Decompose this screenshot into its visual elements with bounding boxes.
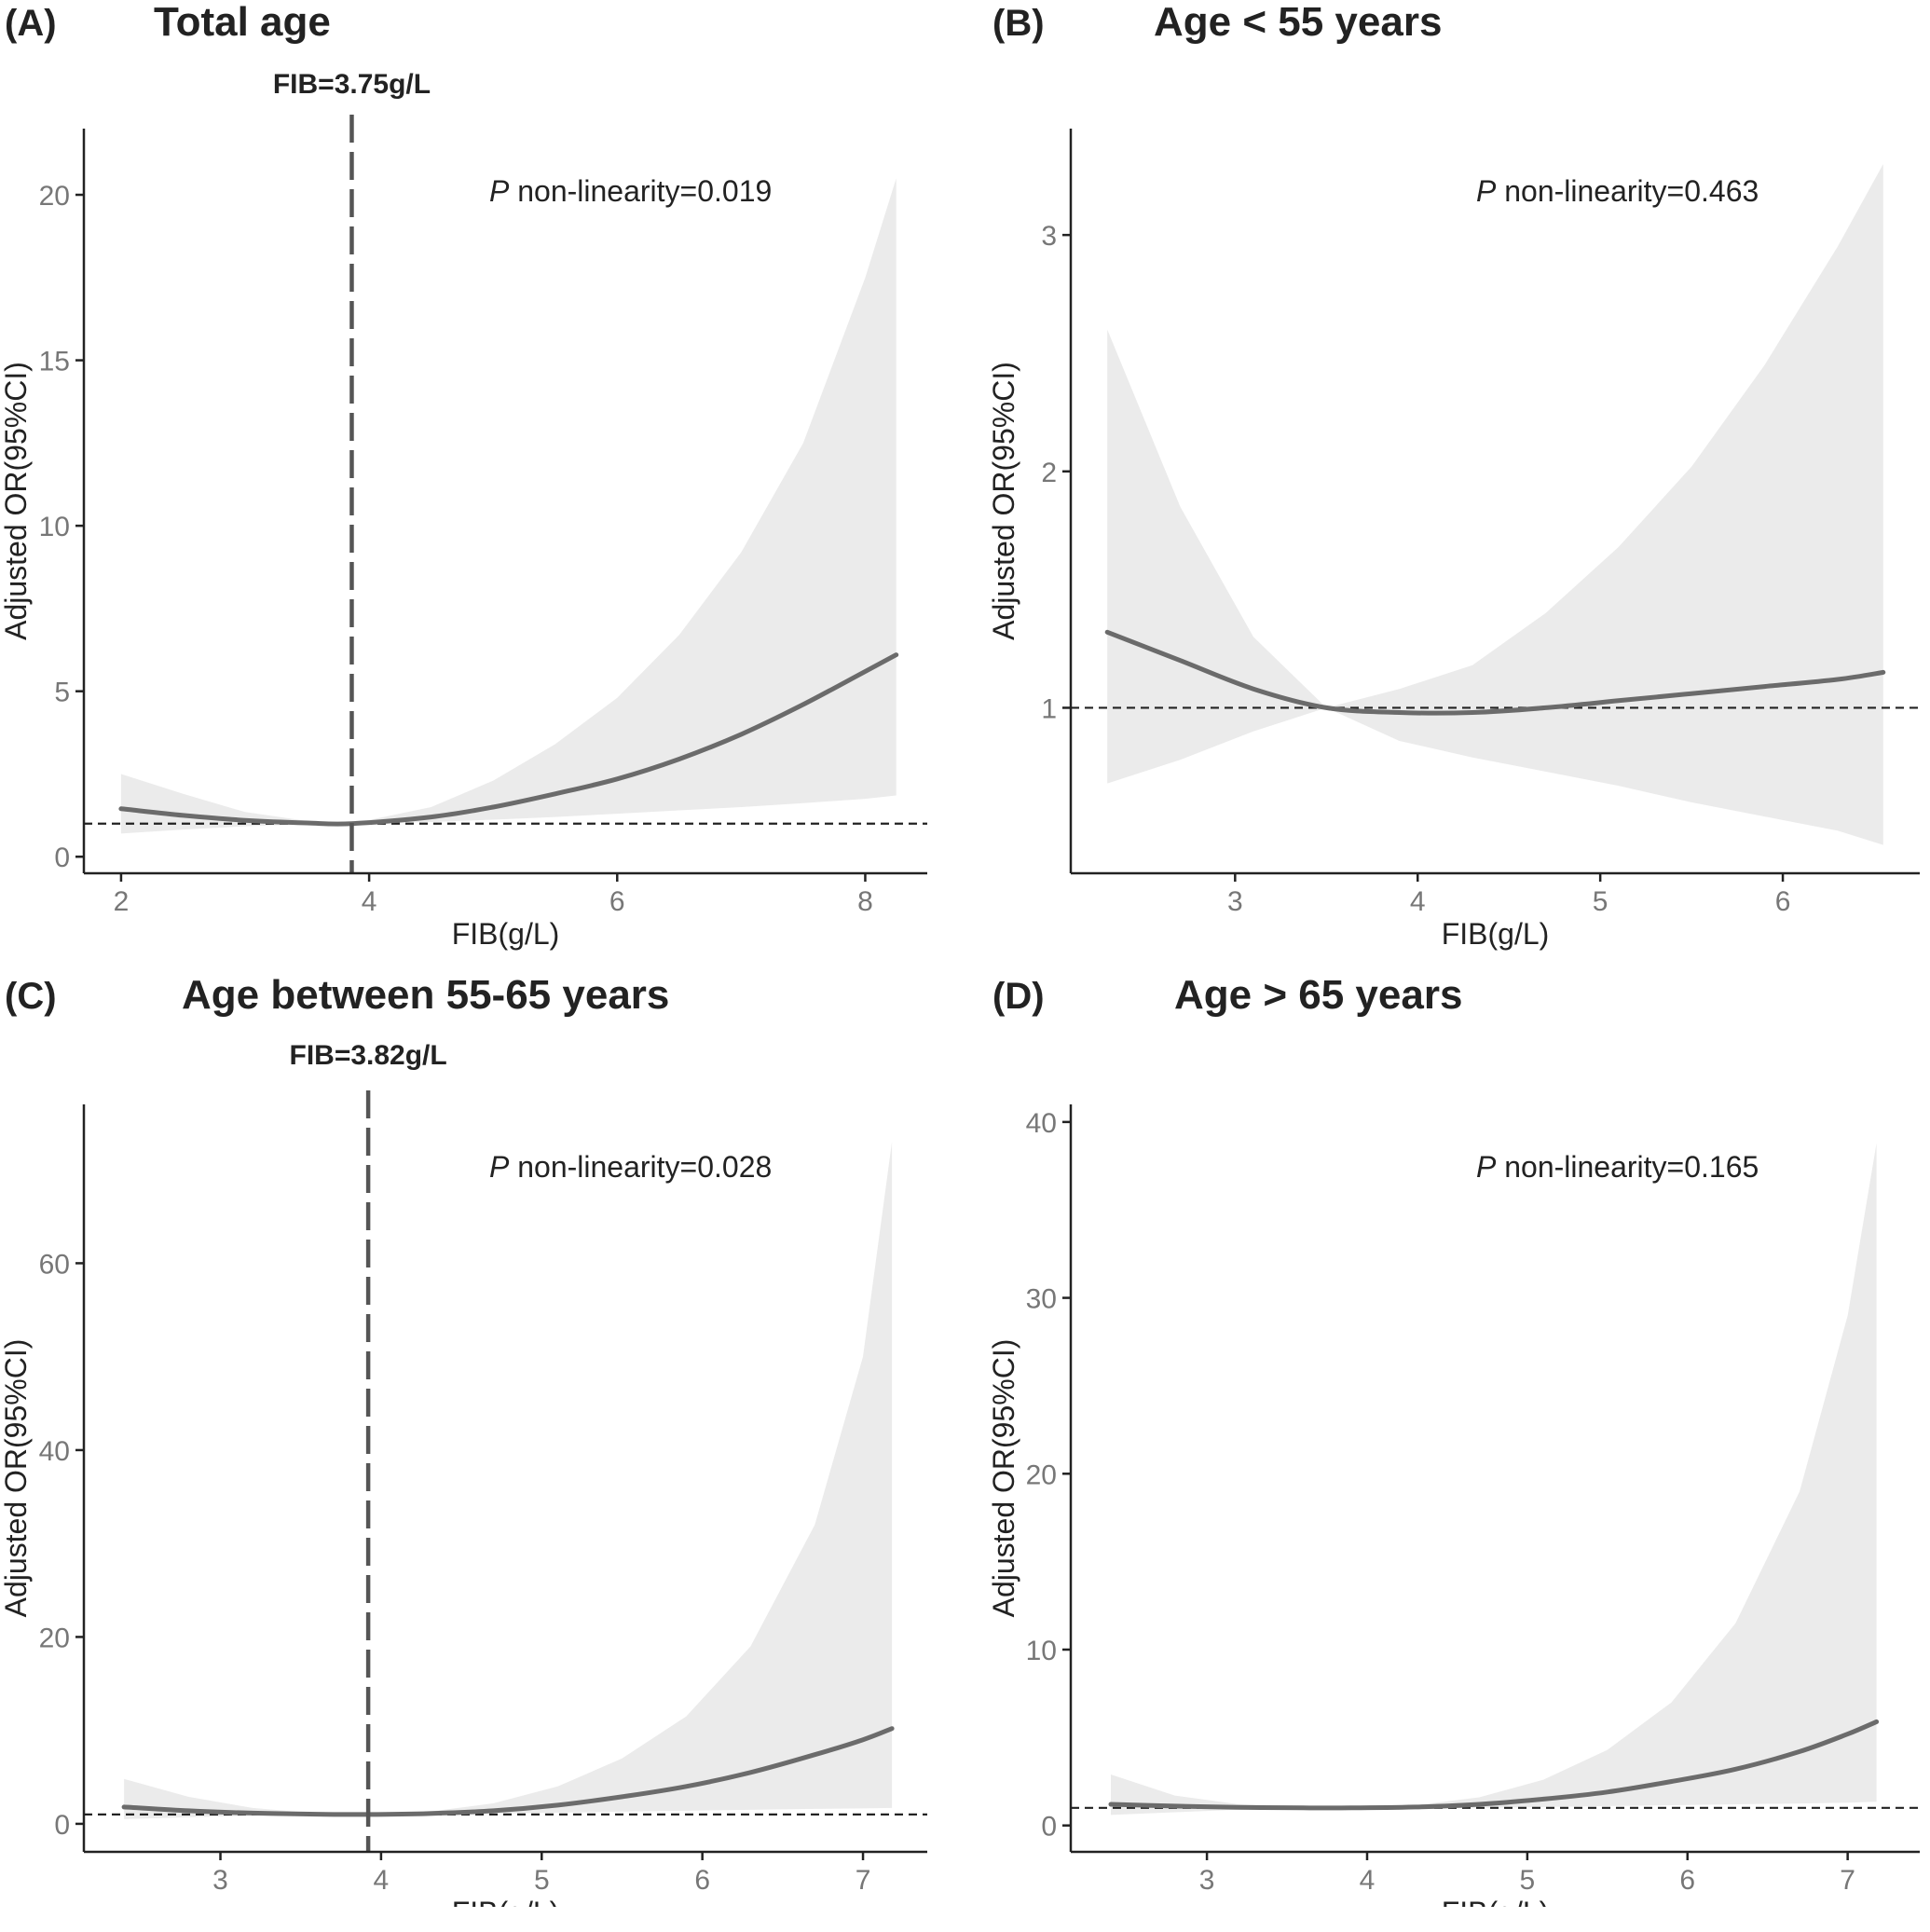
x-tick-label-b: 4 bbox=[1410, 886, 1426, 917]
p-value-text-c: non-linearity=0.028 bbox=[509, 1150, 772, 1184]
y-tick-label-d: 20 bbox=[1026, 1459, 1057, 1490]
chart-b-svg: (B) Age < 55 years 3 4 5 6 1 2 3 FIB(g/L) Adjusted… bbox=[988, 0, 1920, 951]
x-tick-label-a: 2 bbox=[114, 886, 130, 917]
y-axis-title-a: Adjusted OR(95%CI) bbox=[0, 362, 33, 640]
panel-tag-a: (A) bbox=[5, 3, 57, 44]
p-value-text-b: non-linearity=0.463 bbox=[1496, 174, 1759, 208]
x-tick-label-b: 6 bbox=[1775, 886, 1791, 917]
y-tick-label-d: 10 bbox=[1026, 1636, 1057, 1666]
chart-d-svg: (D) Age > 65 years 3 4 5 6 7 0 10 20 30 40 FIB(g/L) A… bbox=[988, 979, 1920, 1907]
x-tick-label-b: 5 bbox=[1593, 886, 1608, 917]
x-tick-label-d: 6 bbox=[1679, 1865, 1695, 1896]
y-tick-label-b: 2 bbox=[1041, 458, 1057, 488]
x-tick-label-c: 3 bbox=[212, 1865, 228, 1896]
panel-tag-b: (B) bbox=[992, 3, 1045, 44]
p-value-text-d: non-linearity=0.165 bbox=[1496, 1150, 1759, 1184]
or-curve-a bbox=[118, 652, 899, 827]
y-axis-title-d: Adjusted OR(95%CI) bbox=[988, 1339, 1020, 1618]
x-tick-label-d: 5 bbox=[1520, 1865, 1536, 1896]
y-tick-label-a: 5 bbox=[54, 678, 70, 708]
x-axis-title-d: FIB(g/L) bbox=[1442, 1896, 1550, 1907]
cutoff-label-c: FIB=3.82g/L bbox=[290, 1040, 447, 1071]
x-tick-label-c: 5 bbox=[534, 1865, 550, 1896]
y-tick-label-b: 3 bbox=[1041, 221, 1057, 252]
x-axis-title-b: FIB(g/L) bbox=[1442, 917, 1550, 951]
p-value-annotation-d: P non-linearity=0.165 bbox=[1476, 1150, 1759, 1184]
y-tick-label-a: 10 bbox=[39, 512, 70, 542]
panel-tag-c: (C) bbox=[5, 979, 57, 1017]
y-axis-title-b: Adjusted OR(95%CI) bbox=[988, 362, 1020, 640]
ci-band-b bbox=[1107, 164, 1883, 845]
p-symbol-a: P bbox=[489, 174, 510, 208]
p-value-annotation-c: P non-linearity=0.028 bbox=[489, 1150, 772, 1184]
y-tick-label-a: 0 bbox=[54, 843, 70, 873]
or-curve-b bbox=[1104, 629, 1886, 716]
x-tick-label-d: 7 bbox=[1840, 1865, 1855, 1896]
panel-d: (D) Age > 65 years 3 4 5 6 7 0 10 20 30 40 FIB(g/L) A… bbox=[988, 979, 1930, 1932]
p-value-annotation-b: P non-linearity=0.463 bbox=[1476, 174, 1759, 208]
chart-title-c: Age between 55-65 years bbox=[182, 979, 669, 1018]
x-tick-label-d: 3 bbox=[1199, 1865, 1215, 1896]
ci-band-a bbox=[120, 178, 897, 834]
x-tick-label-d: 4 bbox=[1360, 1865, 1376, 1896]
chart-title-a: Total age bbox=[154, 0, 331, 45]
or-curve-c bbox=[121, 1726, 895, 1817]
x-tick-label-a: 6 bbox=[609, 886, 625, 917]
y-tick-label-c: 20 bbox=[39, 1623, 70, 1653]
ci-band-c bbox=[124, 1142, 893, 1819]
x-tick-label-a: 8 bbox=[857, 886, 873, 917]
panel-a: (A) Total age FIB=3.75g/L 2 4 6 8 0 5 10 15 20 FIB(g… bbox=[0, 0, 965, 953]
y-tick-label-c: 60 bbox=[39, 1249, 70, 1280]
p-symbol-b: P bbox=[1476, 174, 1497, 208]
x-tick-label-a: 4 bbox=[362, 886, 377, 917]
x-tick-label-b: 3 bbox=[1227, 886, 1243, 917]
p-value-text-a: non-linearity=0.019 bbox=[509, 174, 772, 208]
chart-title-d: Age > 65 years bbox=[1174, 979, 1462, 1018]
cutoff-label-a: FIB=3.75g/L bbox=[273, 69, 431, 100]
p-value-annotation-a: P non-linearity=0.019 bbox=[489, 174, 772, 208]
or-curve-d bbox=[1108, 1719, 1880, 1811]
y-tick-label-c: 0 bbox=[54, 1810, 70, 1841]
y-tick-label-a: 15 bbox=[39, 347, 70, 377]
x-axis-title-c: FIB(g/L) bbox=[452, 1896, 560, 1907]
y-tick-label-a: 20 bbox=[39, 181, 70, 212]
panel-tag-d: (D) bbox=[992, 979, 1045, 1017]
p-symbol-c: P bbox=[489, 1150, 510, 1184]
y-tick-label-d: 30 bbox=[1026, 1284, 1057, 1315]
x-tick-label-c: 6 bbox=[694, 1865, 710, 1896]
y-tick-label-b: 1 bbox=[1041, 693, 1057, 724]
x-axis-title-a: FIB(g/L) bbox=[452, 917, 560, 951]
chart-a-svg: (A) Total age FIB=3.75g/L 2 4 6 8 0 5 10 15 20 FIB(g… bbox=[0, 0, 927, 951]
panel-c: (C) Age between 55-65 years FIB=3.82g/L 3 4 5… bbox=[0, 979, 965, 1932]
p-symbol-d: P bbox=[1476, 1150, 1497, 1184]
y-tick-label-d: 40 bbox=[1026, 1108, 1057, 1139]
chart-title-b: Age < 55 years bbox=[1154, 0, 1442, 45]
y-axis-title-c: Adjusted OR(95%CI) bbox=[0, 1339, 33, 1618]
y-tick-label-c: 40 bbox=[39, 1436, 70, 1467]
x-tick-label-c: 4 bbox=[374, 1865, 390, 1896]
panel-b: (B) Age < 55 years 3 4 5 6 1 2 3 FIB(g/L) Adjusted… bbox=[988, 0, 1930, 953]
y-tick-label-d: 0 bbox=[1041, 1812, 1057, 1843]
ci-band-d bbox=[1111, 1143, 1877, 1816]
x-tick-label-c: 7 bbox=[855, 1865, 871, 1896]
chart-c-svg: (C) Age between 55-65 years FIB=3.82g/L 3 4 5… bbox=[0, 979, 927, 1907]
